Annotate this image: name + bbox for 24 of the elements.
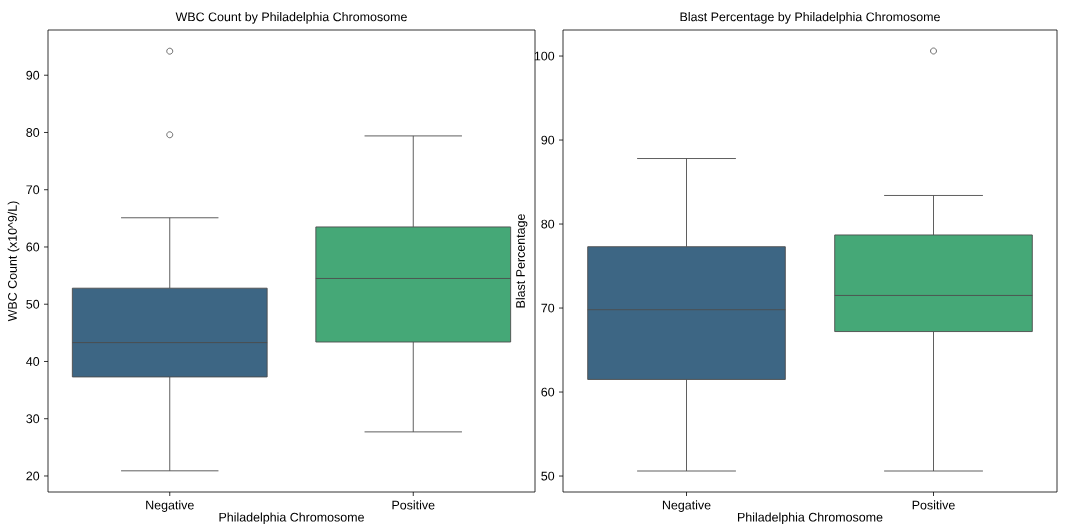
y-axis-title: Blast Percentage [515, 214, 528, 308]
y-tick-label: 60 [541, 387, 555, 397]
y-tick-label: 30 [26, 414, 40, 424]
x-tick-label: Positive [912, 500, 955, 510]
x-tick-label: Negative [662, 500, 711, 512]
x-axis-title: Philadelphia Chromosome [219, 512, 364, 525]
y-tick-label: 50 [26, 299, 40, 309]
y-tick-label: 100 [534, 51, 555, 61]
y-tick-label: 80 [26, 128, 40, 137]
x-tick-label: Negative [146, 500, 194, 512]
y-tick-label: 20 [26, 471, 40, 481]
y-tick-label: 90 [26, 70, 40, 80]
y-tick-label: 50 [541, 471, 555, 481]
y-tick-label: 90 [541, 135, 555, 145]
y-tick-label: 80 [541, 219, 555, 229]
x-axis-title: Philadelphia Chromosome [737, 512, 883, 525]
y-tick-label: 70 [541, 303, 555, 313]
y-axis-title: WBC Count (x10^9/L) [7, 201, 20, 322]
y-tick-label: 70 [26, 185, 40, 195]
y-tick-label: 60 [26, 242, 40, 252]
chart-title: Blast Percentage by Philadelphia Chromosome [680, 12, 940, 24]
y-tick-label: 40 [26, 357, 40, 366]
x-tick-label: Positive [392, 500, 435, 510]
chart-title: WBC Count by Philadelphia Chromosome [175, 12, 407, 24]
